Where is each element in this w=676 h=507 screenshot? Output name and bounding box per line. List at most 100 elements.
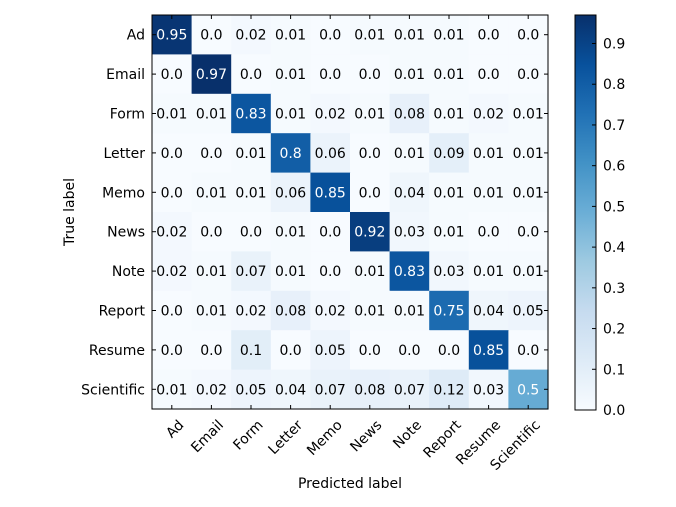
heatmap-cell <box>508 54 549 95</box>
cell-value-label: 0.07 <box>235 264 266 280</box>
heatmap-cell <box>191 54 232 95</box>
heatmap-cell <box>389 172 430 213</box>
heatmap-cell <box>191 93 232 134</box>
cell-value-label: 0.08 <box>354 382 385 398</box>
heatmap-cell <box>350 172 391 213</box>
cell-value-label: 0.12 <box>433 382 464 398</box>
colorbar-tick-label: 0.5 <box>603 199 625 215</box>
heatmap-cell <box>389 54 430 95</box>
cell-value-label: 0.85 <box>473 343 504 359</box>
cell-value-label: 0.0 <box>161 185 183 201</box>
cell-value-label: 0.0 <box>200 225 222 241</box>
cell-value-label: 0.0 <box>161 304 183 320</box>
colorbar: 0.0 0.1 0.2 0.3 0.4 0.5 0.6 0.7 0.8 0.9 <box>574 14 625 419</box>
cell-value-label: 0.0 <box>398 343 420 359</box>
cell-value-label: 0.07 <box>394 382 425 398</box>
cell-value-label: 0.01 <box>275 107 306 123</box>
cell-value-label: 0.06 <box>315 146 346 162</box>
colorbar-tick-label: 0.1 <box>603 362 625 378</box>
heatmap-cell <box>350 330 391 371</box>
heatmap-cell <box>231 251 272 292</box>
cell-value-label: 0.08 <box>275 304 306 320</box>
cell-value-label: 0.95 <box>156 28 187 44</box>
cell-value-label: 0.09 <box>433 146 464 162</box>
cell-value-label: 0.01 <box>275 67 306 83</box>
x-tick-label: Ad <box>163 417 187 441</box>
heatmap-cell <box>152 54 193 95</box>
colorbar-tick-label: 0.2 <box>603 322 625 338</box>
colorbar-tick-label: 0.0 <box>603 403 625 419</box>
cell-value-label: 0.0 <box>240 67 262 83</box>
heatmap-cell <box>508 15 549 55</box>
cell-value-label: 0.1 <box>240 343 262 359</box>
cell-value-label: 0.5 <box>517 382 539 398</box>
cell-value-label: 0.0 <box>319 28 341 44</box>
cell-value-label: 0.0 <box>517 343 539 359</box>
heatmap-cell <box>429 54 470 95</box>
heatmap-cell <box>508 369 549 410</box>
heatmap-cell <box>191 330 232 371</box>
heatmap-cell <box>231 330 272 371</box>
heatmap-cell <box>231 54 272 95</box>
colorbar-tick-label: 0.6 <box>603 159 625 175</box>
cell-value-label: 0.03 <box>433 264 464 280</box>
heatmap-cell <box>191 369 232 410</box>
cell-value-label: 0.05 <box>513 304 544 320</box>
heatmap-cell <box>389 369 430 410</box>
cell-value-label: 0.0 <box>517 225 539 241</box>
heatmap-cell <box>389 15 430 55</box>
heatmap-cell <box>270 369 311 410</box>
cell-value-label: 0.0 <box>279 343 301 359</box>
x-tick-label: Letter <box>266 417 307 458</box>
heatmap-cell <box>270 133 311 174</box>
heatmap-cell <box>152 251 193 292</box>
heatmap-cell <box>310 251 351 292</box>
colorbar-tick-label: 0.3 <box>603 281 625 297</box>
y-tick-label: Scientific <box>81 382 145 398</box>
cell-value-label: 0.07 <box>315 382 346 398</box>
cell-value-label: 0.0 <box>477 225 499 241</box>
heatmap-cell <box>310 54 351 95</box>
cell-value-label: 0.0 <box>200 146 222 162</box>
heatmap-cell <box>270 330 311 371</box>
heatmap-cell <box>468 330 509 371</box>
cell-value-label: 0.01 <box>433 185 464 201</box>
x-tick-label: Memo <box>304 417 346 459</box>
cell-value-label: 0.01 <box>156 107 187 123</box>
heatmap-cell <box>152 330 193 371</box>
heatmap-cell <box>350 54 391 95</box>
heatmap-cell <box>389 93 430 134</box>
cell-value-label: 0.0 <box>200 343 222 359</box>
x-tick-label: Form <box>230 417 266 453</box>
colorbar-gradient <box>574 14 597 411</box>
y-tick-label: Letter <box>103 146 145 162</box>
cell-value-label: 0.02 <box>473 107 504 123</box>
cell-value-label: 0.01 <box>433 225 464 241</box>
heatmap-cell <box>152 369 193 410</box>
heatmap-cell <box>270 212 311 252</box>
cell-value-label: 0.83 <box>235 107 266 123</box>
cell-value-label: 0.01 <box>433 107 464 123</box>
cell-value-label: 0.08 <box>394 107 425 123</box>
cell-value-label: 0.01 <box>513 107 544 123</box>
cell-value-label: 0.0 <box>517 67 539 83</box>
cell-value-label: 0.0 <box>359 67 381 83</box>
heatmap-cell <box>231 172 272 213</box>
heatmap-cell <box>231 369 272 410</box>
cell-value-label: 0.01 <box>513 264 544 280</box>
x-tick-label: Email <box>188 417 227 456</box>
cell-value-label: 0.05 <box>235 382 266 398</box>
cell-value-label: 0.01 <box>473 146 504 162</box>
heatmap-cell <box>508 93 549 134</box>
heatmap-cell <box>350 93 391 134</box>
heatmap-cell <box>468 15 509 55</box>
y-tick-label: News <box>107 225 145 241</box>
heatmap-cell <box>270 172 311 213</box>
x-axis-label: Predicted label <box>298 476 402 492</box>
heatmap-cell <box>310 369 351 410</box>
plot-frame <box>151 14 549 410</box>
heatmap-cell <box>191 251 232 292</box>
cell-value-label: 0.0 <box>477 67 499 83</box>
cell-value-label: 0.01 <box>473 185 504 201</box>
